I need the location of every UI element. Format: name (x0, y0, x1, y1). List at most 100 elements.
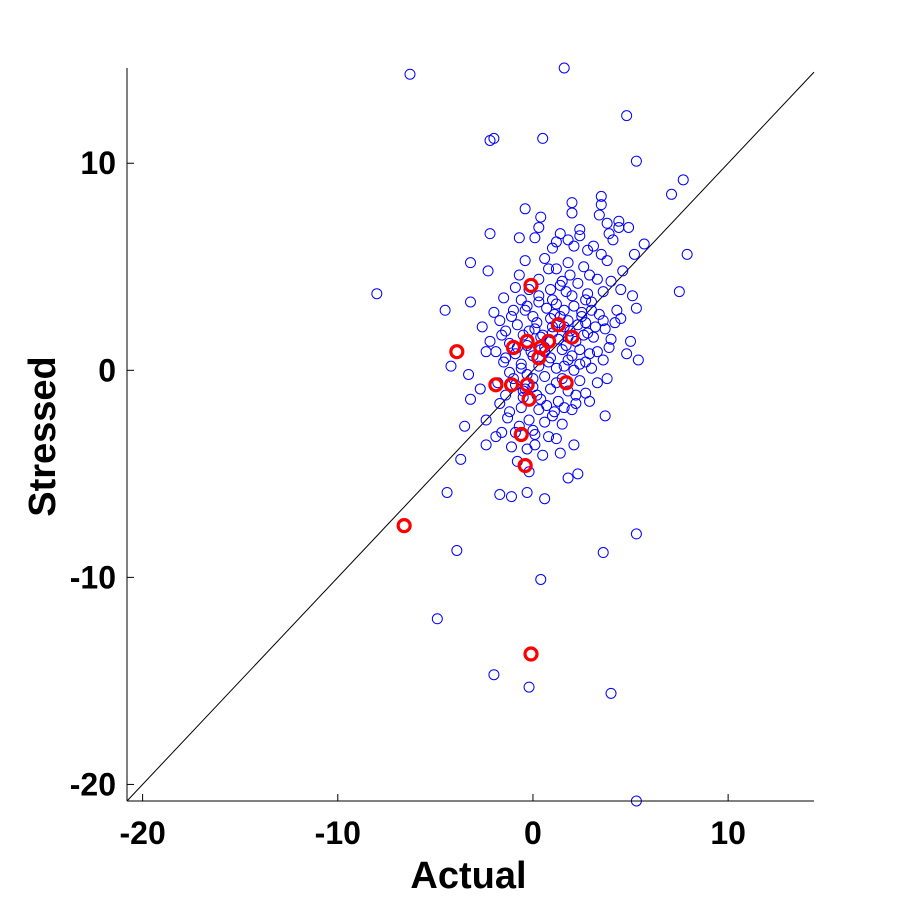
data-point (523, 414, 535, 426)
data-point (566, 290, 578, 302)
data-point (568, 300, 580, 312)
x-tick-label: 10 (710, 815, 746, 851)
data-point (576, 310, 588, 322)
data-point (601, 373, 613, 385)
data-point (562, 234, 574, 246)
data-point (605, 275, 617, 287)
data-point (595, 190, 607, 202)
data-point (570, 389, 582, 401)
data-point (568, 439, 580, 451)
data-point (589, 321, 601, 333)
data-point (586, 304, 598, 316)
data-point (546, 242, 558, 254)
data-point (550, 298, 562, 310)
data-point (681, 248, 693, 260)
data-point (494, 315, 506, 327)
data-point (546, 294, 558, 306)
data-point (550, 236, 562, 248)
highlight-point (558, 375, 574, 391)
data-point (556, 418, 568, 430)
x-ticks: -20 -10 0 10 (119, 794, 746, 851)
data-point (535, 573, 547, 585)
data-point (554, 279, 566, 291)
data-point (552, 395, 564, 407)
highlight-point (550, 317, 566, 333)
data-point (431, 613, 443, 625)
data-point (632, 354, 644, 366)
data-point (615, 313, 627, 325)
x-tick-label: -10 (315, 815, 361, 851)
data-point (476, 321, 488, 333)
highlight-point (517, 457, 533, 474)
data-point (560, 286, 572, 298)
data-point (533, 360, 545, 372)
data-point (511, 319, 523, 331)
data-point (455, 453, 467, 465)
data-point (554, 447, 566, 459)
highlight-point (449, 344, 465, 360)
data-point (601, 217, 613, 229)
data-point (597, 315, 609, 327)
data-point (546, 410, 558, 422)
data-point (558, 402, 570, 414)
data-point (513, 232, 525, 244)
data-point (603, 228, 615, 240)
data-point (617, 265, 629, 277)
data-point (494, 489, 506, 501)
data-point (568, 364, 580, 376)
y-tick-label: 0 (98, 352, 116, 388)
data-point (630, 302, 642, 314)
data-point (490, 431, 502, 443)
data-point (566, 207, 578, 219)
data-point (519, 203, 531, 215)
data-point (513, 420, 525, 432)
data-point (591, 377, 603, 389)
data-point (570, 397, 582, 409)
data-point (500, 352, 512, 364)
data-point (488, 306, 500, 318)
highlight-point (488, 377, 504, 393)
data-point (502, 412, 514, 424)
data-point (566, 350, 578, 362)
data-point (539, 371, 551, 383)
data-point (521, 443, 533, 455)
data-point (507, 304, 519, 316)
data-point (459, 420, 471, 432)
data-point (586, 296, 598, 308)
data-point (515, 362, 527, 374)
data-point (445, 360, 457, 372)
data-point (597, 547, 609, 559)
data-point (574, 230, 586, 242)
data-point (613, 221, 625, 233)
data-point (615, 284, 627, 296)
data-point (541, 302, 553, 314)
data-point (554, 310, 566, 322)
data-point (603, 342, 615, 354)
data-point (521, 486, 533, 498)
data-point (480, 414, 492, 426)
data-point (593, 209, 605, 221)
data-point (613, 215, 625, 227)
data-point (550, 263, 562, 275)
data-point (509, 281, 521, 293)
data-point (474, 383, 486, 395)
data-point (630, 155, 642, 167)
data-point (539, 416, 551, 428)
data-point (515, 358, 527, 370)
data-point (584, 348, 596, 360)
data-point (545, 383, 557, 395)
data-point (484, 134, 496, 146)
data-point (564, 269, 576, 281)
data-point (500, 325, 512, 337)
highlight-point (564, 329, 580, 345)
data-point (550, 433, 562, 445)
data-point (480, 439, 492, 451)
data-point (607, 234, 619, 246)
data-point (498, 292, 510, 304)
highlight-point (505, 339, 522, 356)
data-point (543, 263, 555, 275)
data-point (597, 286, 609, 298)
data-point (371, 288, 383, 300)
